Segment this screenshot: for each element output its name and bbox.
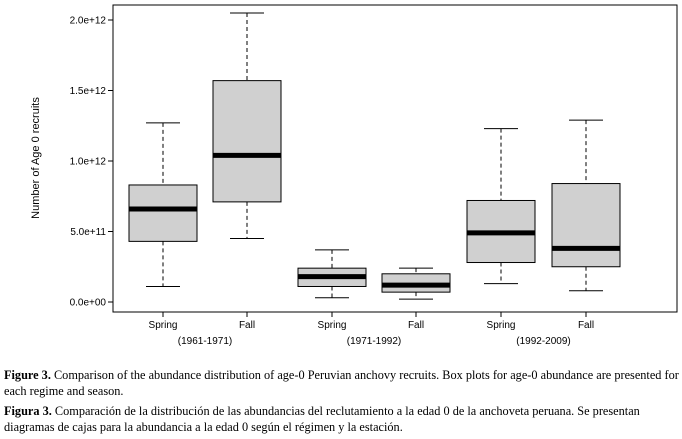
interquartile-box	[128, 184, 198, 242]
interquartile-box	[212, 80, 282, 203]
caption-label-spanish: Figura 3.	[4, 404, 52, 418]
figure-caption-spanish: Figura 3. Comparación de la distribución…	[4, 403, 680, 435]
box-plot-spring-1	[128, 122, 198, 317]
caption-text-english: Comparison of the abundance distribution…	[4, 368, 679, 398]
caption-text-spanish: Comparación de la distribución de las ab…	[4, 404, 640, 434]
x-tick-label: Fall	[408, 320, 424, 331]
caption-label-english: Figure 3.	[4, 368, 51, 382]
box-plot-fall-2	[381, 267, 451, 317]
figure-caption-english: Figure 3. Comparison of the abundance di…	[4, 367, 680, 399]
y-tick-label: 5.0e+11	[70, 227, 106, 238]
box-plot-fall-3	[551, 119, 621, 317]
y-tick-label: 2.0e+12	[70, 16, 107, 27]
interquartile-box	[551, 183, 621, 268]
regime-label: (1992-2009)	[516, 336, 570, 347]
x-tick-label: Spring	[318, 320, 347, 331]
box-plot-spring-3	[466, 128, 536, 317]
x-tick-label: Spring	[149, 320, 178, 331]
x-tick-label: Spring	[487, 320, 516, 331]
regime-label: (1971-1992)	[347, 336, 401, 347]
box-plot-fall-1	[212, 12, 282, 317]
x-tick-label: Fall	[239, 320, 255, 331]
box-plot-spring-2	[297, 249, 367, 317]
y-axis-title: Number of Age 0 recruits	[30, 97, 42, 219]
regime-label: (1961-1971)	[178, 336, 232, 347]
y-tick-label: 1.5e+12	[70, 86, 107, 97]
plot-frame	[112, 4, 678, 313]
y-axis: 0.0e+00 5.0e+11 1.0e+12 1.5e+12 2.0e+12	[70, 16, 113, 309]
box-group	[128, 12, 621, 317]
x-axis-labels: Spring Fall Spring Fall Spring Fall (1961-1971…	[149, 320, 595, 347]
x-tick-label: Fall	[578, 320, 594, 331]
y-tick-label: 1.0e+12	[70, 157, 107, 168]
box-plot-chart: 0.0e+00 5.0e+11 1.0e+12 1.5e+12 2.0e+12 Spri…	[30, 4, 678, 347]
y-tick-label: 0.0e+00	[70, 298, 107, 309]
